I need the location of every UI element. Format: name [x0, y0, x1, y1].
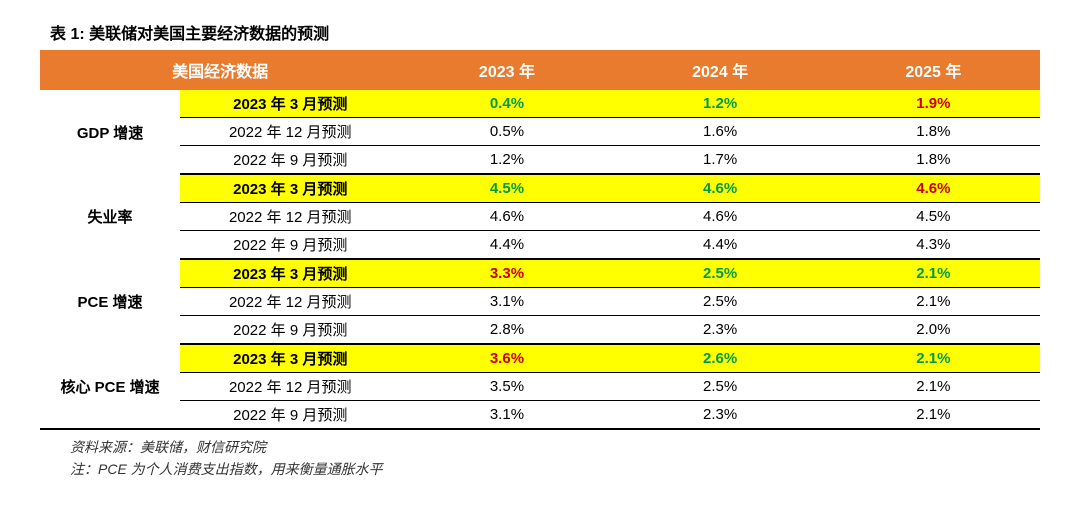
value-cell: 2.1%: [827, 288, 1040, 316]
table-row: 2022 年 9 月预测4.4%4.4%4.3%: [40, 231, 1040, 260]
value-cell: 4.5%: [827, 203, 1040, 231]
value-cell: 3.6%: [400, 344, 613, 373]
table-row: PCE 增速2023 年 3 月预测3.3%2.5%2.1%: [40, 259, 1040, 288]
value-cell: 3.3%: [400, 259, 613, 288]
table-row: 2022 年 12 月预测3.1%2.5%2.1%: [40, 288, 1040, 316]
forecast-date: 2022 年 9 月预测: [180, 231, 400, 260]
value-cell: 4.6%: [614, 203, 827, 231]
value-cell: 4.4%: [400, 231, 613, 260]
fed-forecast-table: 美国经济数据 2023 年 2024 年 2025 年 GDP 增速2023 年…: [40, 50, 1040, 430]
forecast-date: 2022 年 12 月预测: [180, 373, 400, 401]
value-cell: 0.4%: [400, 90, 613, 118]
value-cell: 4.6%: [827, 174, 1040, 203]
forecast-date: 2023 年 3 月预测: [180, 90, 400, 118]
value-cell: 4.6%: [614, 174, 827, 203]
value-cell: 0.5%: [400, 118, 613, 146]
value-cell: 2.1%: [827, 373, 1040, 401]
value-cell: 3.5%: [400, 373, 613, 401]
value-cell: 4.4%: [614, 231, 827, 260]
value-cell: 1.8%: [827, 146, 1040, 175]
table-body: GDP 增速2023 年 3 月预测0.4%1.2%1.9%2022 年 12 …: [40, 90, 1040, 429]
footer-line-2: 注：PCE 为个人消费支出指数，用来衡量通胀水平: [70, 458, 1040, 480]
table-row: 2022 年 9 月预测2.8%2.3%2.0%: [40, 316, 1040, 345]
footer-line-1: 资料来源：美联储，财信研究院: [70, 436, 1040, 458]
value-cell: 2.3%: [614, 401, 827, 430]
value-cell: 1.6%: [614, 118, 827, 146]
table-row: 2022 年 9 月预测1.2%1.7%1.8%: [40, 146, 1040, 175]
metric-label: GDP 增速: [40, 90, 180, 174]
value-cell: 4.6%: [400, 203, 613, 231]
col-header-metric: 美国经济数据: [40, 50, 400, 90]
table-row: 2022 年 12 月预测3.5%2.5%2.1%: [40, 373, 1040, 401]
forecast-date: 2023 年 3 月预测: [180, 174, 400, 203]
forecast-date: 2023 年 3 月预测: [180, 344, 400, 373]
value-cell: 4.3%: [827, 231, 1040, 260]
forecast-date: 2022 年 12 月预测: [180, 118, 400, 146]
forecast-date: 2022 年 9 月预测: [180, 401, 400, 430]
col-header-2025: 2025 年: [827, 50, 1040, 90]
table-title: 表 1: 美联储对美国主要经济数据的预测: [40, 20, 1040, 44]
table-row: 2022 年 9 月预测3.1%2.3%2.1%: [40, 401, 1040, 430]
forecast-date: 2022 年 9 月预测: [180, 146, 400, 175]
footer-sources: 资料来源：美联储，财信研究院 注：PCE 为个人消费支出指数，用来衡量通胀水平: [40, 436, 1040, 481]
metric-label: 失业率: [40, 174, 180, 259]
value-cell: 2.0%: [827, 316, 1040, 345]
value-cell: 1.2%: [614, 90, 827, 118]
metric-label: 核心 PCE 增速: [40, 344, 180, 429]
value-cell: 2.8%: [400, 316, 613, 345]
table-row: GDP 增速2023 年 3 月预测0.4%1.2%1.9%: [40, 90, 1040, 118]
value-cell: 2.3%: [614, 316, 827, 345]
value-cell: 3.1%: [400, 288, 613, 316]
col-header-2024: 2024 年: [614, 50, 827, 90]
forecast-date: 2022 年 9 月预测: [180, 316, 400, 345]
table-row: 2022 年 12 月预测0.5%1.6%1.8%: [40, 118, 1040, 146]
value-cell: 2.1%: [827, 344, 1040, 373]
forecast-date: 2023 年 3 月预测: [180, 259, 400, 288]
table-row: 核心 PCE 增速2023 年 3 月预测3.6%2.6%2.1%: [40, 344, 1040, 373]
table-header-row: 美国经济数据 2023 年 2024 年 2025 年: [40, 50, 1040, 90]
value-cell: 2.5%: [614, 288, 827, 316]
forecast-date: 2022 年 12 月预测: [180, 288, 400, 316]
value-cell: 2.5%: [614, 259, 827, 288]
value-cell: 3.1%: [400, 401, 613, 430]
metric-label: PCE 增速: [40, 259, 180, 344]
forecast-date: 2022 年 12 月预测: [180, 203, 400, 231]
col-header-2023: 2023 年: [400, 50, 613, 90]
value-cell: 1.9%: [827, 90, 1040, 118]
value-cell: 4.5%: [400, 174, 613, 203]
value-cell: 2.5%: [614, 373, 827, 401]
value-cell: 2.1%: [827, 259, 1040, 288]
value-cell: 1.8%: [827, 118, 1040, 146]
value-cell: 2.6%: [614, 344, 827, 373]
value-cell: 1.7%: [614, 146, 827, 175]
value-cell: 1.2%: [400, 146, 613, 175]
value-cell: 2.1%: [827, 401, 1040, 430]
table-row: 失业率2023 年 3 月预测4.5%4.6%4.6%: [40, 174, 1040, 203]
table-row: 2022 年 12 月预测4.6%4.6%4.5%: [40, 203, 1040, 231]
